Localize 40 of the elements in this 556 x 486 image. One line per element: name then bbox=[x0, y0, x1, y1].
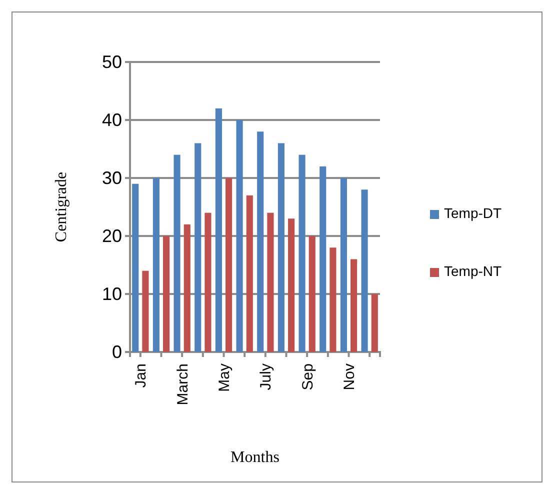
x-tick-label: Sep bbox=[299, 364, 316, 390]
bar bbox=[152, 178, 160, 352]
bar bbox=[204, 212, 212, 352]
bar bbox=[184, 224, 190, 352]
x-tick-label: May bbox=[216, 363, 233, 392]
y-tick-label: 50 bbox=[102, 52, 122, 72]
bar bbox=[174, 154, 180, 352]
bar bbox=[340, 178, 347, 352]
x-axis-title: Months bbox=[230, 449, 280, 466]
x-tick-label: Nov bbox=[341, 363, 358, 390]
bar bbox=[288, 218, 295, 352]
bar bbox=[215, 108, 222, 352]
bar bbox=[320, 166, 326, 352]
bar bbox=[371, 294, 378, 352]
y-tick-label: 40 bbox=[102, 110, 122, 130]
y-tick-label: 10 bbox=[102, 284, 122, 304]
legend-label: Temp-DT bbox=[444, 205, 502, 221]
y-tick-label: 20 bbox=[102, 226, 122, 246]
legend-label: Temp-NT bbox=[444, 263, 502, 279]
x-tick-label: Jan bbox=[132, 364, 150, 388]
bar bbox=[132, 184, 139, 352]
bar bbox=[142, 270, 149, 352]
bar bbox=[308, 236, 316, 352]
bar bbox=[246, 195, 253, 352]
bar bbox=[278, 143, 284, 352]
y-axis-title: Centigrade bbox=[53, 172, 70, 242]
y-tick-label: 30 bbox=[102, 168, 122, 188]
bar bbox=[350, 259, 358, 352]
bar bbox=[330, 248, 336, 352]
x-tick-label: July bbox=[258, 363, 275, 390]
bar bbox=[236, 120, 243, 352]
y-tick-label: 0 bbox=[112, 342, 122, 362]
bar bbox=[267, 212, 274, 352]
bar bbox=[163, 236, 170, 352]
bar bbox=[194, 143, 202, 352]
x-tick-label: March bbox=[174, 364, 192, 406]
bar bbox=[257, 132, 264, 352]
bar bbox=[298, 154, 306, 352]
bar bbox=[226, 178, 232, 352]
bar bbox=[361, 190, 368, 352]
